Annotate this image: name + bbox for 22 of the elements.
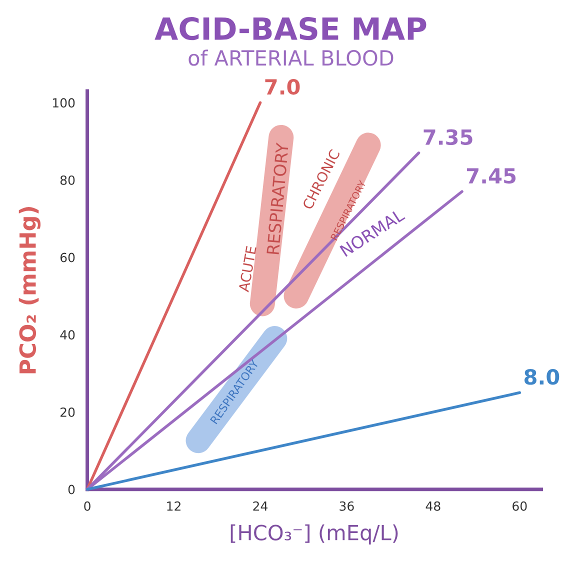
y-tick-label: 100 bbox=[53, 98, 75, 108]
x-tick-label: 12 bbox=[167, 501, 180, 511]
x-tick-label: 0 bbox=[84, 501, 90, 511]
x-tick-label: 24 bbox=[253, 501, 268, 511]
y-tick-label: 20 bbox=[60, 407, 75, 417]
series-label: 7.0 bbox=[265, 78, 300, 95]
x-tick-label: 48 bbox=[426, 501, 440, 511]
x-tick-label: 36 bbox=[340, 501, 354, 511]
x-axis-title: [HCO₃⁻] (mEq/L) bbox=[230, 524, 398, 545]
y-tick-label: 80 bbox=[60, 175, 75, 185]
series-label: 8.0 bbox=[524, 369, 560, 385]
y-tick-label: 40 bbox=[60, 330, 75, 340]
chart-subtitle: of ARTERIAL BLOOD bbox=[188, 50, 394, 66]
annotation: ACUTE bbox=[238, 246, 257, 292]
series-label: 7.45 bbox=[466, 168, 516, 184]
annotation: RESPIRATORY bbox=[266, 142, 289, 254]
chart-title: ACID-BASE MAP bbox=[154, 17, 426, 40]
y-axis-title: PCO₂ (mmHg) bbox=[18, 207, 41, 374]
series-label: 7.35 bbox=[424, 129, 472, 146]
y-tick-label: 0 bbox=[68, 484, 75, 494]
x-tick-label: 60 bbox=[512, 501, 527, 511]
y-tick-label: 60 bbox=[60, 252, 75, 262]
